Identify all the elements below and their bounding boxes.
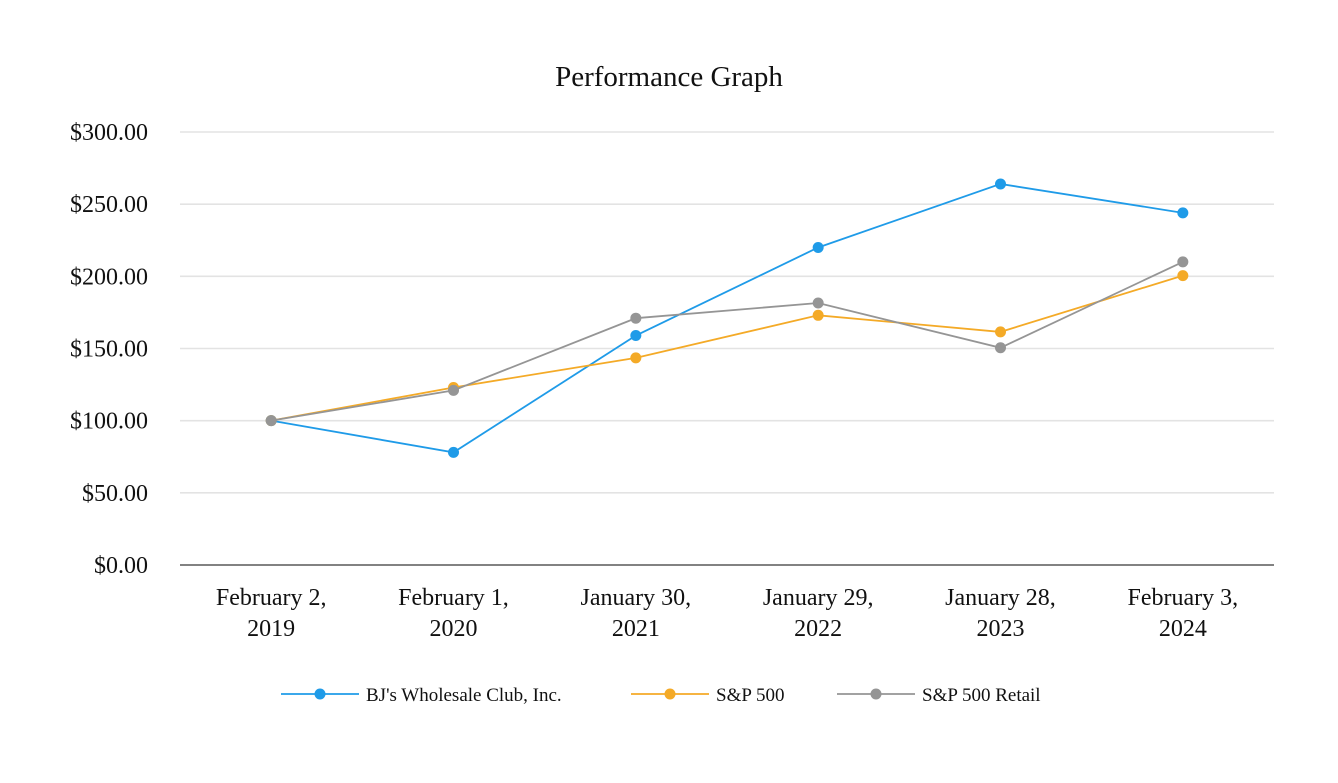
chart-title: Performance Graph xyxy=(555,61,783,93)
legend-label: BJ's Wholesale Club, Inc. xyxy=(366,685,562,706)
legend-item: S&P 500 Retail xyxy=(837,685,1041,706)
y-axis: $0.00 $50.00 $100.00 $150.00 $200.00 $250.00 $… xyxy=(70,120,148,579)
data-point xyxy=(812,309,824,321)
y-tick-label: $250.00 xyxy=(70,192,148,218)
y-tick-label: $100.00 xyxy=(70,409,148,435)
legend-label: S&P 500 xyxy=(716,685,784,706)
series-1 xyxy=(265,178,1189,458)
legend-item: BJ's Wholesale Club, Inc. xyxy=(281,685,562,706)
data-point xyxy=(1177,207,1189,219)
data-point xyxy=(995,326,1006,338)
y-tick-label: $150.00 xyxy=(70,337,148,363)
x-tick-label: February 3, 2024 xyxy=(1128,585,1239,642)
data-point xyxy=(1177,256,1189,268)
series-3 xyxy=(265,256,1189,427)
data-point xyxy=(630,330,642,342)
x-tick-label: January 28, 2023 xyxy=(945,585,1056,642)
legend-marker xyxy=(314,688,326,700)
data-point xyxy=(265,415,277,427)
data-point xyxy=(812,241,824,253)
y-tick-label: $50.00 xyxy=(82,481,148,507)
data-point xyxy=(630,352,642,364)
series-lines xyxy=(265,178,1189,458)
y-tick-label: $300.00 xyxy=(70,120,148,146)
y-tick-label: $200.00 xyxy=(70,264,148,290)
data-point xyxy=(995,342,1006,354)
data-point xyxy=(448,446,459,458)
y-tick-label: $0.00 xyxy=(94,553,148,579)
data-point xyxy=(448,384,459,396)
legend-marker xyxy=(870,688,882,700)
x-tick-label: January 30, 2021 xyxy=(581,585,692,642)
series-line xyxy=(271,183,1183,454)
legend-item: S&P 500 xyxy=(631,685,784,706)
data-point xyxy=(812,297,824,309)
data-point xyxy=(630,312,642,324)
gridlines xyxy=(180,131,1274,494)
legend: BJ's Wholesale Club, Inc. S&P 500 S&P 500 … xyxy=(281,685,1041,706)
legend-marker xyxy=(664,688,676,700)
data-point xyxy=(995,178,1006,190)
series-line xyxy=(271,274,1184,422)
x-tick-label: February 2, 2019 xyxy=(216,585,327,642)
series-line xyxy=(271,261,1184,422)
x-tick-label: January 29, 2022 xyxy=(763,585,874,642)
legend-label: S&P 500 Retail xyxy=(922,685,1041,706)
x-tick-label: February 1, 2020 xyxy=(398,585,509,642)
x-axis: February 2, 2019 February 1, 2020 January 30… xyxy=(180,564,1274,642)
data-point xyxy=(1177,270,1189,282)
